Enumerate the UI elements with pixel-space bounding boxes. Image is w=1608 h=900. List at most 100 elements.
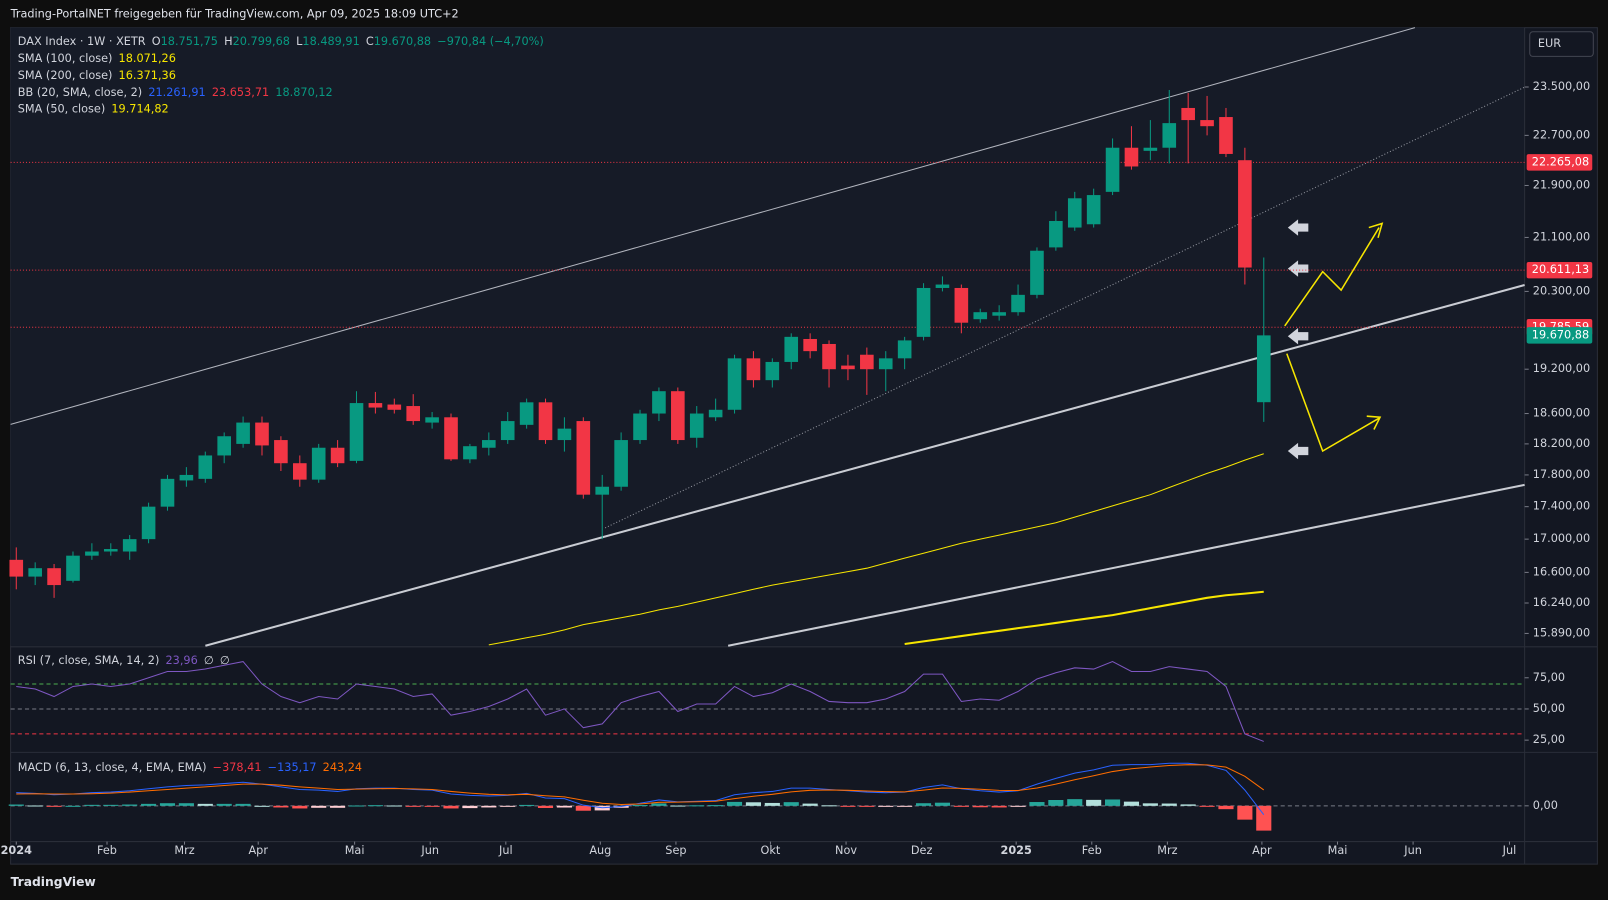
currency-button[interactable] [1529,31,1594,57]
ohlc-key: C [366,35,374,48]
histogram-bar [1010,805,1026,807]
histogram-bar [178,803,194,806]
candle-body [992,312,1006,316]
candle-body [1143,147,1158,151]
y-tick-label: 22.700,00 [1533,128,1590,141]
histogram-bar [1180,804,1196,806]
y-tick-label: 25,00 [1533,733,1565,746]
x-tick-label: Jun [1403,844,1422,857]
y-tick-label: 16.600,00 [1533,565,1590,578]
candle-body [1162,123,1177,148]
ohlc-key: L [296,35,303,48]
histogram-bar [651,803,667,806]
x-tick-label: Mrz [1157,844,1177,857]
x-tick-label: Mrz [174,844,194,857]
ohlc-key: H [224,35,232,48]
candle-body [708,409,723,418]
candle-body [935,284,950,288]
candle-body [746,358,761,381]
indicator-line [488,453,1264,646]
legend-value: 16.371,36 [119,69,176,82]
histogram-bar [46,805,62,807]
candle-body [878,358,893,370]
x-tick-label: Apr [1252,844,1272,857]
candle-body [727,358,742,410]
histogram-bar [556,805,572,808]
histogram-bar [972,805,988,808]
y-tick-label: 17.400,00 [1533,500,1590,513]
histogram-bar [1048,799,1064,806]
histogram-bar [216,803,232,806]
candle-body [122,539,137,552]
histogram-bar [859,805,875,807]
histogram-bar [840,805,856,807]
histogram-bar [84,804,100,806]
candle-body [85,551,99,556]
legend-value: ∅ [204,654,214,667]
price-badge [1526,261,1593,279]
legend-value: −378,41 [213,761,262,774]
candle-body [671,391,685,441]
channel-line [604,86,1525,529]
candle-body [765,361,780,381]
symbol-header: DAX Index · 1W · XETR O18.751,75 H20.799,6… [18,35,544,48]
candle-body [576,421,591,495]
legend-name: MACD (6, 13, close, 4, EMA, EMA) [18,761,207,774]
histogram-bar [1218,805,1234,810]
candle-body [803,338,817,352]
indicator-line [16,764,1265,805]
x-tick-label: Mai [345,844,365,857]
candle-body [633,413,647,441]
candle-body [66,555,80,581]
candle-body [897,340,912,359]
ohlc-key: O [152,35,161,48]
histogram-bar [462,805,478,809]
share-caption: Trading-PortalNET freigegeben für Tradin… [10,7,459,20]
histogram-bar [821,805,837,807]
y-tick-label: 18.600,00 [1533,407,1590,420]
candle-body [595,486,610,495]
histogram-bar [103,804,119,806]
legend-value: 243,24 [323,761,362,774]
histogram-bar [500,805,516,807]
legend-name: SMA (100, close) [18,52,113,65]
histogram-bar [708,805,724,807]
legend-value: 23,96 [166,654,198,667]
candle-body [1086,195,1101,225]
arrow-head [1366,415,1382,430]
x-tick-label: Aug [589,844,611,857]
y-tick-label: 21.900,00 [1533,178,1590,191]
histogram-bar [537,805,554,808]
y-tick-label: 20.300,00 [1533,284,1590,297]
legend-value: 19.714,82 [111,103,168,116]
forecast-arrow [1284,227,1380,327]
histogram-bar [367,805,383,807]
histogram-bar [1123,801,1140,806]
candle-body [482,440,496,448]
candle-body [292,463,307,480]
indicator-line [904,590,1264,646]
histogram-bar [897,805,913,807]
candle-body [500,421,515,441]
legend-entry: SMA (200, close) 16.371,36 [18,69,176,82]
x-tick-label: Okt [761,844,781,857]
legend-value: 23.653,71 [212,86,269,99]
histogram-bar [726,801,743,806]
histogram-bar [141,803,157,806]
legend-entry: MACD (6, 13, close, 4, EMA, EMA) −378,41−… [18,761,362,774]
channel-line [727,483,1525,647]
ohlc-value: 19.670,88 [374,35,431,48]
candle-body [1067,198,1082,228]
candle-body [387,404,402,410]
candle-body [425,417,439,423]
histogram-bar [991,805,1007,808]
histogram-bar [424,805,440,807]
candle-body [916,287,931,337]
histogram-bar [783,802,799,806]
legend-name: BB (20, SMA, close, 2) [18,86,142,99]
legend-value: ∅ [220,654,230,667]
ohlc-value: 18.751,75 [161,35,218,48]
histogram-bar [1142,803,1158,806]
histogram-bar [311,805,327,808]
